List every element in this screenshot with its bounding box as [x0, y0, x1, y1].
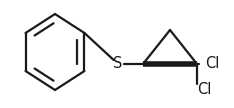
Text: S: S: [113, 56, 123, 71]
Text: Cl: Cl: [205, 56, 219, 71]
Text: Cl: Cl: [197, 83, 211, 98]
